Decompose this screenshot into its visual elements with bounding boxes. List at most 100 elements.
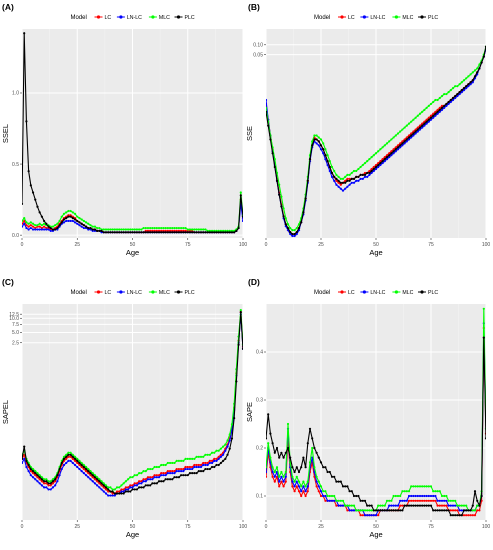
data-point bbox=[392, 509, 395, 512]
x-tick-label: 0 bbox=[265, 524, 268, 530]
data-point bbox=[317, 140, 320, 143]
data-point bbox=[451, 509, 455, 512]
data-point bbox=[67, 219, 70, 223]
data-point bbox=[280, 195, 283, 198]
data-point bbox=[429, 485, 433, 488]
data-point bbox=[440, 106, 444, 109]
data-point bbox=[168, 469, 172, 473]
data-point bbox=[157, 476, 161, 479]
data-point bbox=[352, 494, 356, 498]
data-point bbox=[363, 161, 367, 165]
data-point bbox=[381, 161, 384, 165]
data-point bbox=[392, 494, 395, 498]
data-point bbox=[182, 459, 185, 463]
data-point bbox=[381, 146, 384, 149]
data-point bbox=[322, 490, 325, 493]
data-point bbox=[434, 509, 437, 512]
data-point bbox=[289, 232, 292, 236]
data-point bbox=[425, 106, 428, 109]
data-point bbox=[418, 128, 422, 131]
data-point bbox=[27, 463, 30, 467]
data-point bbox=[423, 499, 426, 502]
data-point bbox=[40, 228, 43, 231]
data-point bbox=[175, 231, 178, 234]
data-point bbox=[22, 222, 24, 225]
data-point bbox=[385, 158, 389, 161]
data-point bbox=[390, 509, 393, 512]
data-point bbox=[368, 169, 371, 173]
data-point bbox=[51, 478, 55, 481]
data-point bbox=[421, 494, 424, 498]
data-point bbox=[202, 469, 205, 473]
data-point bbox=[71, 461, 74, 465]
data-point bbox=[346, 185, 349, 188]
data-point bbox=[460, 90, 463, 94]
data-point bbox=[480, 494, 483, 498]
data-point bbox=[56, 222, 59, 225]
data-point bbox=[27, 225, 30, 228]
data-point bbox=[438, 106, 441, 109]
data-point bbox=[82, 467, 85, 471]
data-point bbox=[217, 455, 220, 458]
y-tick-label: 0.5 bbox=[12, 162, 19, 168]
data-point bbox=[443, 499, 446, 502]
data-point bbox=[149, 226, 152, 230]
data-point bbox=[233, 231, 236, 234]
data-point bbox=[306, 179, 309, 182]
data-point bbox=[282, 456, 285, 459]
data-point bbox=[199, 465, 203, 469]
data-point bbox=[434, 490, 437, 493]
data-point bbox=[458, 514, 461, 517]
legend-label: LN-LC bbox=[370, 290, 385, 296]
data-point bbox=[465, 509, 468, 512]
data-point bbox=[394, 146, 397, 149]
data-point bbox=[454, 85, 457, 88]
data-point bbox=[421, 126, 424, 129]
data-point bbox=[98, 482, 101, 485]
data-point bbox=[392, 504, 395, 507]
data-point bbox=[366, 171, 369, 175]
data-point bbox=[122, 231, 125, 234]
data-point bbox=[443, 104, 446, 107]
data-point bbox=[280, 205, 283, 208]
x-tick-label: 100 bbox=[482, 524, 491, 530]
data-point bbox=[291, 480, 294, 483]
data-point bbox=[51, 228, 55, 231]
legend-key-point bbox=[362, 290, 366, 294]
data-point bbox=[460, 89, 463, 92]
data-point bbox=[410, 134, 413, 137]
data-point bbox=[118, 492, 121, 495]
data-point bbox=[111, 490, 114, 493]
data-point bbox=[34, 472, 37, 475]
data-point bbox=[333, 169, 336, 173]
data-point bbox=[350, 509, 353, 512]
data-point bbox=[350, 171, 353, 175]
data-point bbox=[197, 469, 200, 473]
x-axis-title: Age bbox=[126, 248, 139, 257]
data-point bbox=[43, 482, 46, 485]
legend-label: PLC bbox=[428, 290, 438, 296]
data-point bbox=[43, 486, 46, 489]
data-point bbox=[339, 499, 342, 502]
data-point bbox=[410, 120, 413, 123]
data-point bbox=[416, 499, 419, 502]
data-point bbox=[49, 484, 52, 487]
data-point bbox=[45, 480, 48, 483]
legend-label: LC bbox=[348, 15, 355, 21]
x-tick-label: 75 bbox=[428, 524, 434, 530]
data-point bbox=[302, 480, 305, 483]
data-point bbox=[71, 217, 74, 220]
data-point bbox=[379, 509, 382, 512]
data-point bbox=[131, 486, 134, 489]
data-point bbox=[416, 485, 419, 488]
data-point bbox=[306, 485, 309, 488]
data-point bbox=[291, 485, 294, 488]
data-point bbox=[328, 499, 331, 502]
data-point bbox=[93, 474, 97, 477]
data-point bbox=[166, 469, 169, 473]
data-point bbox=[140, 482, 143, 485]
data-point bbox=[425, 494, 428, 498]
data-point bbox=[197, 455, 200, 458]
data-point bbox=[456, 509, 459, 512]
data-point bbox=[350, 490, 353, 493]
